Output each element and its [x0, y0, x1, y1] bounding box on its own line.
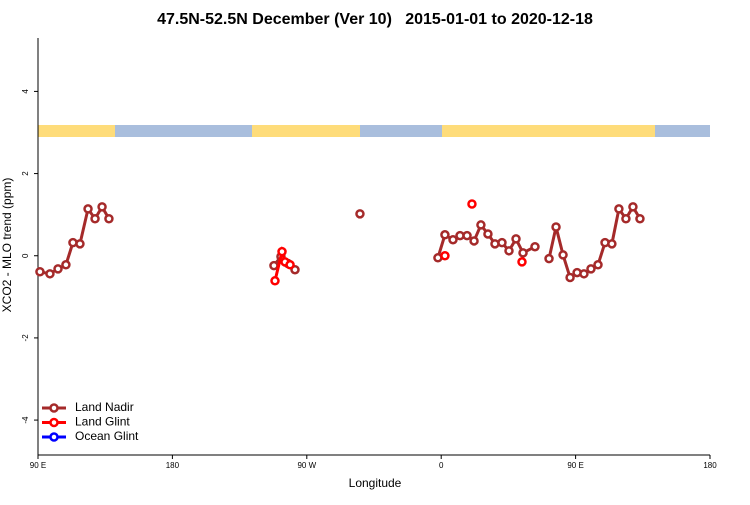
x-tick-label: 0 [439, 461, 444, 470]
point [75, 239, 85, 249]
legend-label: Ocean Glint [75, 429, 139, 443]
point [635, 214, 645, 224]
point [270, 276, 280, 286]
point [497, 237, 507, 248]
point [83, 204, 93, 214]
point [628, 202, 638, 212]
point [511, 234, 521, 244]
point [97, 202, 107, 212]
land [38, 125, 115, 137]
legend-label: Land Glint [75, 415, 130, 429]
y-tick-label: 0 [21, 253, 30, 258]
y-axis-label: XCO2 - MLO trend (ppm) [0, 178, 14, 313]
point [586, 264, 596, 274]
legend-marker [49, 417, 59, 428]
point [544, 253, 554, 264]
point [483, 229, 493, 239]
point [45, 269, 55, 279]
point [530, 241, 540, 252]
land [442, 125, 655, 137]
legend-marker [49, 432, 59, 442]
point [448, 234, 458, 245]
point [518, 248, 528, 258]
point [53, 264, 63, 274]
x-axis-label: Longitude [349, 476, 402, 490]
ocean [655, 125, 710, 137]
point [504, 246, 514, 256]
point [579, 269, 589, 279]
point [565, 272, 575, 283]
x-tick-label: 180 [166, 461, 180, 470]
chart-title: 47.5N-52.5N December (Ver 10) 2015-01-01… [157, 11, 593, 28]
point [476, 220, 486, 230]
legend-label: Land Nadir [75, 400, 134, 414]
ocean [115, 125, 252, 137]
land-ocean-strip [38, 125, 710, 137]
point [469, 236, 479, 246]
point [35, 267, 45, 277]
point [551, 222, 561, 232]
point [517, 257, 527, 267]
y-tick-label: 4 [21, 89, 30, 94]
x-tick-label: 180 [703, 461, 717, 470]
point [269, 260, 279, 271]
point [440, 230, 450, 240]
x-tick-label: 90 W [297, 461, 316, 470]
point [285, 260, 295, 270]
x-tick-label: 90 E [30, 461, 46, 470]
ocean [360, 125, 442, 137]
point [462, 230, 472, 241]
point [104, 214, 114, 224]
x-tick-label: 90 E [567, 461, 583, 470]
point [593, 260, 603, 270]
point [621, 214, 631, 224]
point [90, 214, 100, 224]
point [440, 250, 450, 261]
point [61, 260, 71, 270]
land [252, 125, 360, 137]
point [607, 239, 617, 249]
point [277, 246, 287, 257]
legend-marker [49, 403, 59, 413]
y-tick-label: 2 [21, 171, 30, 176]
y-tick-label: -2 [21, 334, 30, 342]
point [355, 209, 365, 219]
point [558, 250, 568, 260]
point [467, 199, 477, 209]
point [614, 204, 624, 214]
y-tick-label: -4 [21, 416, 30, 424]
